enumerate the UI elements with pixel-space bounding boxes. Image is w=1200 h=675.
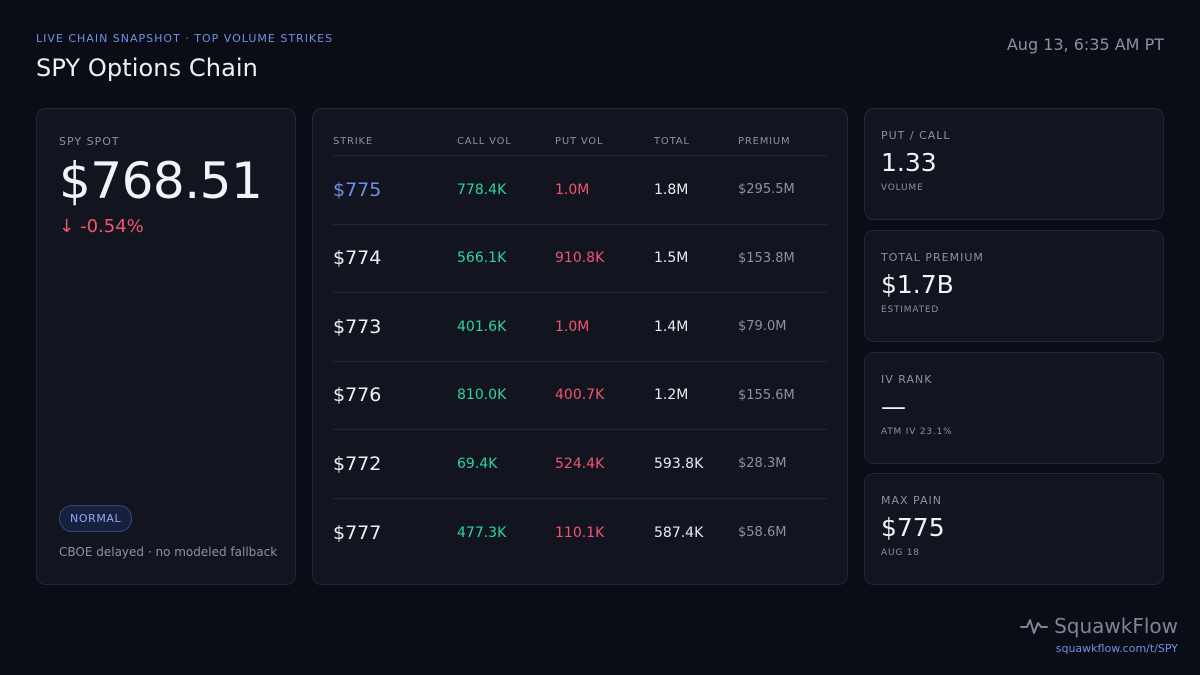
spot-label: SPY SPOT <box>59 135 120 148</box>
stat-label: TOTAL PREMIUM <box>881 251 984 264</box>
source-note: CBOE delayed · no modeled fallback <box>59 545 278 559</box>
premium-cell: $155.6M <box>738 387 795 403</box>
stat-value: $1.7B <box>881 270 954 299</box>
table-row: $774 566.1K 910.8K 1.5M $153.8M <box>333 225 827 293</box>
status-badge: NORMAL <box>59 505 133 532</box>
header: LIVE CHAIN SNAPSHOT · TOP VOLUME STRIKES… <box>36 32 1164 88</box>
put-vol-cell: 110.1K <box>555 524 605 541</box>
total-cell: 1.2M <box>654 387 689 404</box>
strike-cell: $773 <box>333 315 382 338</box>
col-strike: STRIKE <box>333 136 374 147</box>
brand-url[interactable]: squawkflow.com/t/SPY <box>1055 642 1178 655</box>
spot-change-value: -0.54% <box>80 216 144 237</box>
stat-sub: ESTIMATED <box>881 305 940 315</box>
put-vol-cell: 524.4K <box>555 455 605 472</box>
col-put-vol: PUT VOL <box>555 136 604 147</box>
brand-name: SquawkFlow <box>1054 614 1178 638</box>
stat-value: $775 <box>881 513 945 542</box>
stat-card-total-premium: TOTAL PREMIUM $1.7B ESTIMATED <box>864 230 1164 342</box>
table-row: $775 778.4K 1.0M 1.8M $295.5M <box>333 156 827 225</box>
call-vol-cell: 566.1K <box>457 250 507 267</box>
spot-price: $768.51 <box>59 152 263 210</box>
stat-value: — <box>881 392 906 421</box>
stat-sub: ATM IV 23.1% <box>881 427 953 437</box>
table-row: $777 477.3K 110.1K 587.4K $58.6M <box>333 499 827 568</box>
table-header: STRIKE CALL VOL PUT VOL TOTAL PREMIUM <box>333 109 827 156</box>
stat-card-max-pain: MAX PAIN $775 AUG 18 <box>864 473 1164 585</box>
stat-card-iv-rank: IV RANK — ATM IV 23.1% <box>864 352 1164 464</box>
premium-cell: $79.0M <box>738 319 787 335</box>
page-title: SPY Options Chain <box>36 54 258 82</box>
pulse-icon <box>1020 619 1049 634</box>
stat-card-put-call: PUT / CALL 1.33 VOLUME <box>864 108 1164 220</box>
stat-label: MAX PAIN <box>881 494 942 507</box>
put-vol-cell: 1.0M <box>555 181 590 198</box>
brand-logo: SquawkFlow <box>1020 614 1178 638</box>
call-vol-cell: 69.4K <box>457 455 498 472</box>
call-vol-cell: 401.6K <box>457 318 507 335</box>
strike-cell: $775 <box>333 178 382 201</box>
timestamp: Aug 13, 6:35 AM PT <box>1006 35 1164 54</box>
total-cell: 593.8K <box>654 455 704 472</box>
col-call-vol: CALL VOL <box>457 136 512 147</box>
stat-sub: AUG 18 <box>881 548 920 558</box>
premium-cell: $28.3M <box>738 456 787 472</box>
spot-card: SPY SPOT $768.51 ↓ -0.54% NORMAL CBOE de… <box>36 108 296 585</box>
table-row: $773 401.6K 1.0M 1.4M $79.0M <box>333 293 827 362</box>
strike-cell: $772 <box>333 452 382 475</box>
total-cell: 1.8M <box>654 181 689 198</box>
strike-cell: $776 <box>333 384 382 407</box>
total-cell: 587.4K <box>654 524 704 541</box>
stat-label: IV RANK <box>881 373 933 386</box>
call-vol-cell: 778.4K <box>457 181 507 198</box>
options-table: STRIKE CALL VOL PUT VOL TOTAL PREMIUM $7… <box>312 108 848 585</box>
premium-cell: $153.8M <box>738 250 795 266</box>
col-premium: PREMIUM <box>738 136 791 147</box>
col-total: TOTAL <box>654 136 690 147</box>
premium-cell: $295.5M <box>738 182 795 198</box>
total-cell: 1.5M <box>654 250 689 267</box>
premium-cell: $58.6M <box>738 525 787 541</box>
put-vol-cell: 910.8K <box>555 250 605 267</box>
table-row: $772 69.4K 524.4K 593.8K $28.3M <box>333 430 827 499</box>
table-row: $776 810.0K 400.7K 1.2M $155.6M <box>333 362 827 430</box>
call-vol-cell: 810.0K <box>457 387 507 404</box>
arrow-down-icon: ↓ <box>59 216 75 237</box>
strike-cell: $777 <box>333 521 382 544</box>
strike-cell: $774 <box>333 247 382 270</box>
eyebrow-label: LIVE CHAIN SNAPSHOT · TOP VOLUME STRIKES <box>36 32 334 45</box>
stat-label: PUT / CALL <box>881 129 951 142</box>
put-vol-cell: 400.7K <box>555 387 605 404</box>
put-vol-cell: 1.0M <box>555 318 590 335</box>
spot-change: ↓ -0.54% <box>59 216 273 237</box>
stat-value: 1.33 <box>881 148 937 177</box>
total-cell: 1.4M <box>654 318 689 335</box>
call-vol-cell: 477.3K <box>457 524 507 541</box>
stat-sub: VOLUME <box>881 183 924 193</box>
